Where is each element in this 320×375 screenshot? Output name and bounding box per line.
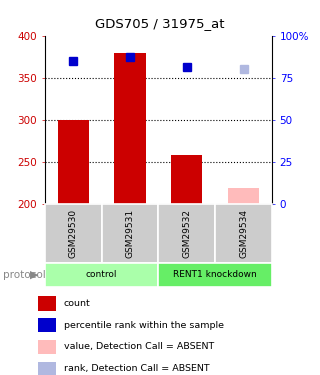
Text: GSM29531: GSM29531 (125, 209, 134, 258)
Bar (171, 156, 203, 204)
Text: GSM29530: GSM29530 (69, 209, 78, 258)
Text: rank, Detection Call = ABSENT: rank, Detection Call = ABSENT (64, 364, 210, 373)
Text: GDS705 / 31975_at: GDS705 / 31975_at (95, 17, 225, 30)
Text: control: control (86, 270, 117, 279)
Text: value, Detection Call = ABSENT: value, Detection Call = ABSENT (64, 342, 214, 351)
Text: ▶: ▶ (30, 270, 38, 280)
Text: RENT1 knockdown: RENT1 knockdown (173, 270, 257, 279)
Bar (228, 188, 259, 204)
Text: GSM29532: GSM29532 (182, 209, 191, 258)
Text: protocol: protocol (3, 270, 46, 280)
Text: count: count (64, 299, 91, 308)
Bar (114, 53, 146, 204)
Text: GSM29534: GSM29534 (239, 209, 248, 258)
Text: percentile rank within the sample: percentile rank within the sample (64, 321, 224, 330)
Bar (58, 120, 89, 204)
